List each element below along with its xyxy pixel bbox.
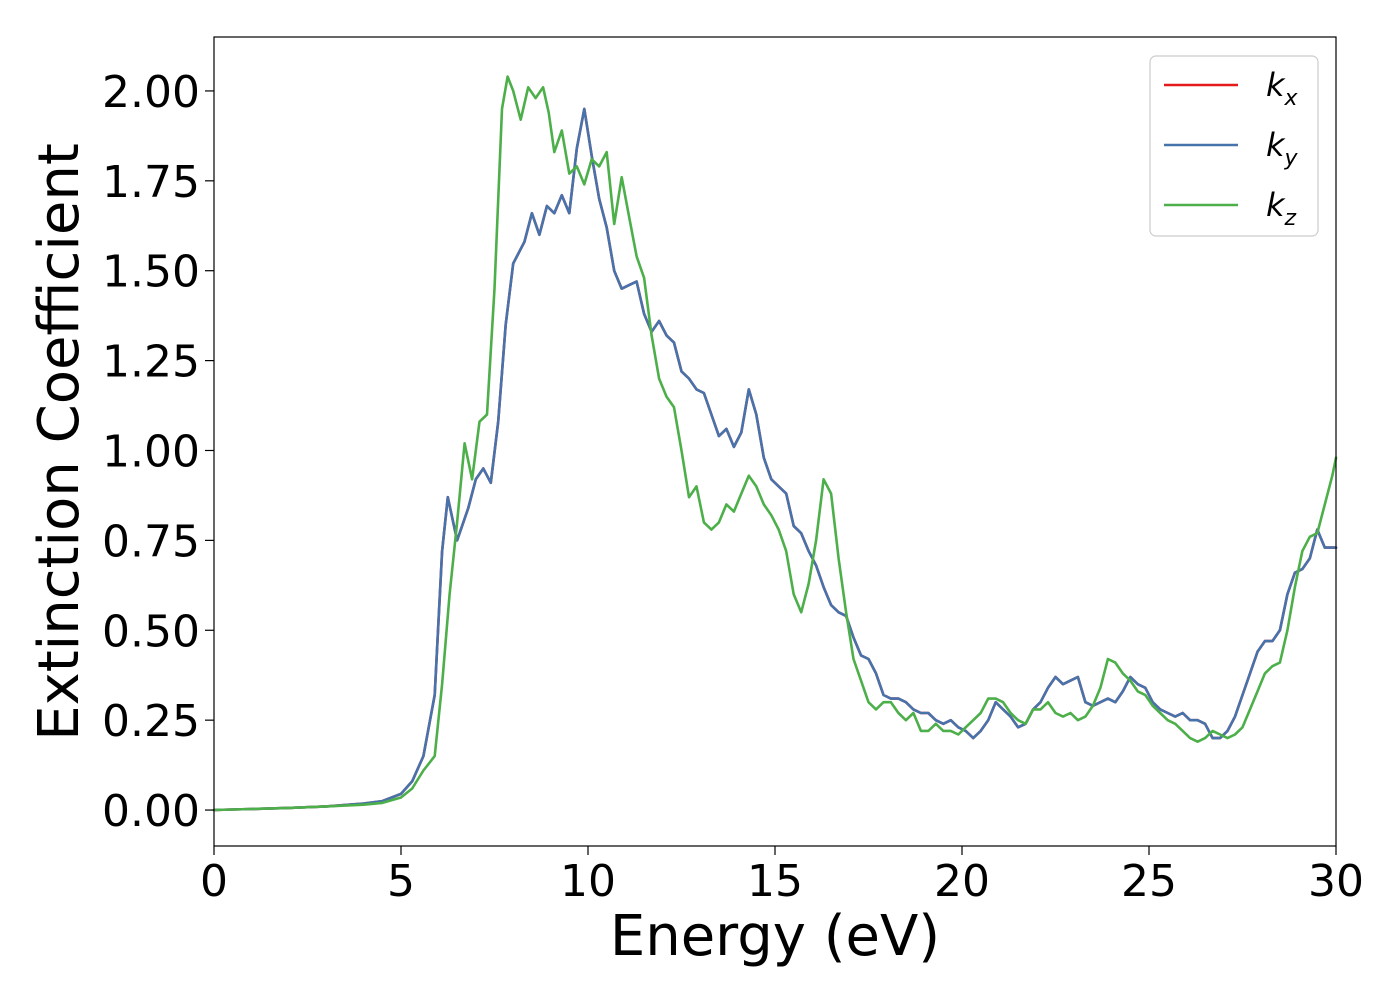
x-tick-label: 20 xyxy=(934,856,990,907)
y-tick-label: 1.75 xyxy=(102,157,200,208)
x-tick-label: 15 xyxy=(747,856,803,907)
x-axis-ticks: 0 5 10 15 20 25 30 xyxy=(200,846,1364,907)
x-tick-label: 30 xyxy=(1308,856,1364,907)
series-line-kz xyxy=(212,75,1338,812)
x-axis-title: Energy (eV) xyxy=(610,904,940,969)
y-tick-label: 2.00 xyxy=(102,67,200,118)
series-line-ky xyxy=(212,107,1338,812)
x-tick-label: 5 xyxy=(387,856,415,907)
series-lines xyxy=(212,75,1338,812)
x-tick-label: 25 xyxy=(1121,856,1177,907)
x-tick-label: 0 xyxy=(200,856,228,907)
y-axis-ticks: 0.00 0.25 0.50 0.75 1.00 1.25 1.50 1.75 2.00 xyxy=(102,67,214,837)
y-tick-label: 0.50 xyxy=(102,606,200,657)
x-tick-label: 10 xyxy=(560,856,616,907)
y-tick-label: 1.50 xyxy=(102,247,200,298)
y-tick-label: 0.00 xyxy=(102,786,200,837)
y-tick-label: 0.25 xyxy=(102,696,200,747)
y-tick-label: 1.00 xyxy=(102,426,200,477)
y-axis-title: Extinction Coefficient xyxy=(27,143,92,741)
y-tick-label: 0.75 xyxy=(102,516,200,567)
y-tick-label: 1.25 xyxy=(102,337,200,388)
